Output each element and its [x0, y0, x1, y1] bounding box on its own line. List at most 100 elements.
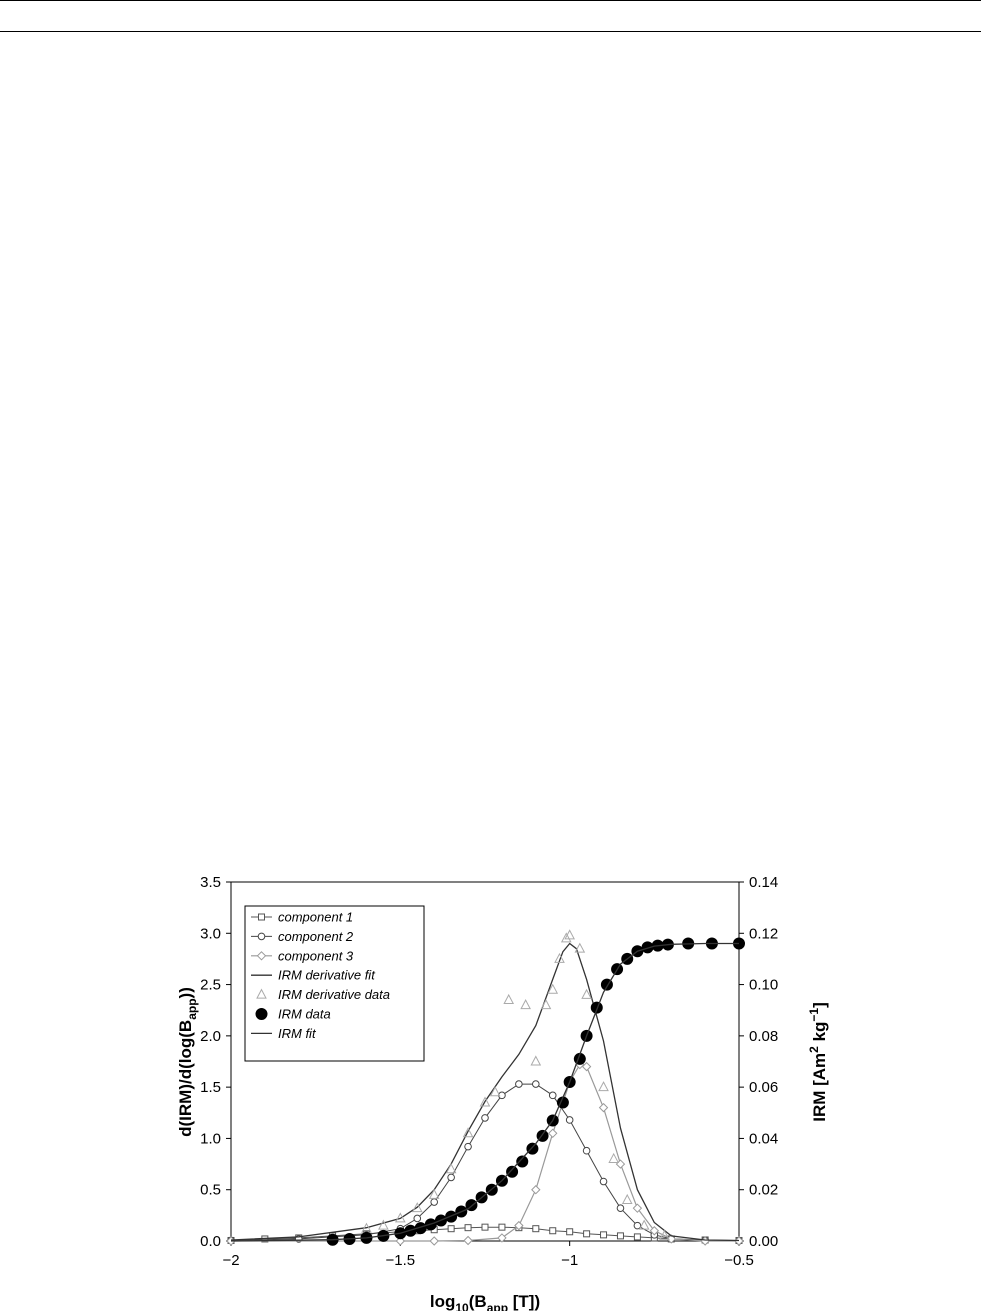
- header-rule: [0, 31, 981, 32]
- plot-frame: [230, 881, 740, 1242]
- y-right-tick-label: 0.10: [749, 977, 778, 994]
- legend-label: IRM derivative data: [278, 987, 390, 1002]
- legend-swatch-marker: [258, 913, 265, 921]
- component-1-point: [616, 1232, 624, 1240]
- irm-derivative-data-point: [574, 942, 586, 953]
- y-left-tick-label: 0.0: [200, 1233, 221, 1250]
- irm-derivative-data-point: [564, 929, 575, 940]
- component-3-point: [429, 1236, 439, 1246]
- component-2-point: [582, 1146, 591, 1155]
- irm-derivative-data-point: [581, 988, 592, 999]
- irm-derivative-data-point: [540, 999, 552, 1010]
- y-left-tick-label: 3.5: [200, 874, 221, 891]
- component-3-point: [649, 1226, 660, 1236]
- x-tick-label: −0.5: [724, 1252, 754, 1269]
- legend-label: component 2: [278, 929, 354, 944]
- y-right-tick-label: 0.14: [749, 874, 778, 891]
- irm-derivative-data-point: [378, 1219, 389, 1230]
- irm-data-point: [590, 1001, 603, 1014]
- y-right-tick-label: 0.00: [749, 1233, 778, 1250]
- component-2-point: [599, 1177, 608, 1186]
- component-3-point: [463, 1235, 473, 1246]
- y-left-tick-label: 2.5: [200, 977, 221, 994]
- legend-swatch-marker: [257, 932, 266, 941]
- legend-item-irm-derivative-data: IRM derivative data: [256, 987, 390, 1002]
- component-3-point: [581, 1061, 592, 1072]
- y-right-tick-label: 0.04: [749, 1130, 778, 1147]
- legend-item-irm-derivative-fit: IRM derivative fit: [251, 968, 376, 983]
- irm-data-point: [516, 1155, 529, 1168]
- component-2-point: [481, 1114, 489, 1122]
- y-axis-label-left: d(IRM)/d(log(Bapp)): [176, 987, 199, 1137]
- legend-label: IRM fit: [278, 1026, 317, 1041]
- irm-derivative-data-point: [638, 1219, 650, 1230]
- legend-swatch-marker: [255, 1008, 268, 1020]
- series-layer: [226, 929, 745, 1246]
- y-axis-label-right: IRM [Am2 kg−1]: [807, 1002, 829, 1122]
- irm-derivative-data-point: [560, 932, 572, 943]
- irm-derivative-data-point: [659, 1229, 670, 1240]
- component-2-point: [413, 1214, 422, 1223]
- legend-label: IRM data: [278, 1007, 331, 1022]
- component-2-point: [430, 1198, 439, 1206]
- x-tick-label: −2: [222, 1252, 239, 1269]
- component-3-point: [395, 1236, 406, 1246]
- component-2-point: [548, 1091, 557, 1100]
- y-left-tick-label: 0.5: [200, 1182, 221, 1199]
- component-1-point: [583, 1230, 591, 1238]
- irm-derivative-data-point: [621, 1193, 633, 1204]
- irm-derivative-data-point: [598, 1081, 609, 1092]
- irm-derivative-data-point: [503, 993, 515, 1004]
- series-irm-derivative-data: [361, 929, 670, 1240]
- irm-derivative-data-point: [530, 1055, 542, 1066]
- legend-box: [244, 905, 425, 1062]
- legend-label: component 3: [278, 948, 354, 963]
- component-2-point: [532, 1080, 540, 1088]
- y-left-tick-label: 2.0: [200, 1028, 221, 1045]
- component-1-point: [566, 1228, 574, 1236]
- component-3-point: [598, 1102, 609, 1113]
- irm-derivative-data-point: [479, 1096, 491, 1107]
- component-3-point: [734, 1236, 744, 1246]
- legend-item-component-1: component 1: [251, 910, 353, 925]
- component-2-point: [616, 1204, 625, 1212]
- component-1-point: [498, 1223, 506, 1231]
- x-tick-label: −1.5: [386, 1252, 416, 1269]
- component-2-point: [515, 1080, 523, 1088]
- y-right-tick-label: 0.02: [749, 1182, 778, 1199]
- component-3-point: [531, 1185, 541, 1195]
- irm-derivative-data-point: [445, 1163, 457, 1174]
- component-1-point: [532, 1225, 540, 1233]
- legend-item-irm-data: IRM data: [255, 1007, 331, 1022]
- legend-swatch-marker: [256, 951, 267, 961]
- irm-derivative-data-point: [395, 1212, 406, 1223]
- irm-derivative-data-point: [554, 952, 565, 963]
- component-3-point: [514, 1220, 524, 1231]
- irm-data-point: [506, 1165, 519, 1178]
- component-1-point: [447, 1225, 455, 1233]
- x-tick-label: −1: [561, 1252, 578, 1269]
- legend-label: IRM derivative fit: [278, 968, 376, 983]
- component-1-point: [481, 1223, 489, 1231]
- legend: component 1 component 2 component 3 IRM der…: [244, 905, 425, 1062]
- component-2-point: [464, 1142, 472, 1151]
- legend-swatch-marker: [256, 988, 267, 999]
- legend-item-irm-fit: IRM fit: [251, 1026, 317, 1041]
- component-1-point: [549, 1227, 557, 1235]
- irm-derivative-data-point: [547, 983, 559, 994]
- component-2-point: [633, 1221, 642, 1230]
- y-right-tick-label: 0.06: [749, 1079, 778, 1096]
- y-left-tick-label: 1.5: [200, 1079, 221, 1096]
- irm-derivative-data-point: [428, 1188, 440, 1199]
- y-right-tick-label: 0.08: [749, 1028, 778, 1045]
- component-1-point: [464, 1224, 472, 1232]
- component-2-point: [565, 1116, 574, 1124]
- irm-derivative-data-point: [608, 1152, 620, 1163]
- legend-label: component 1: [278, 910, 353, 925]
- irm-derivative-data-point: [411, 1202, 423, 1213]
- y-right-tick-label: 0.12: [749, 925, 778, 942]
- legend-item-component-3: component 3: [251, 948, 354, 963]
- component-3-point: [632, 1203, 643, 1213]
- component-2-line: [230, 1083, 740, 1242]
